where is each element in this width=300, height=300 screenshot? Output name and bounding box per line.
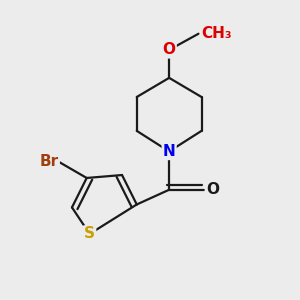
Text: O: O [163,42,176,57]
Text: O: O [206,182,219,197]
Text: CH₃: CH₃ [201,26,232,41]
Text: Br: Br [40,154,59,169]
Text: N: N [163,144,175,159]
Text: S: S [84,226,95,242]
